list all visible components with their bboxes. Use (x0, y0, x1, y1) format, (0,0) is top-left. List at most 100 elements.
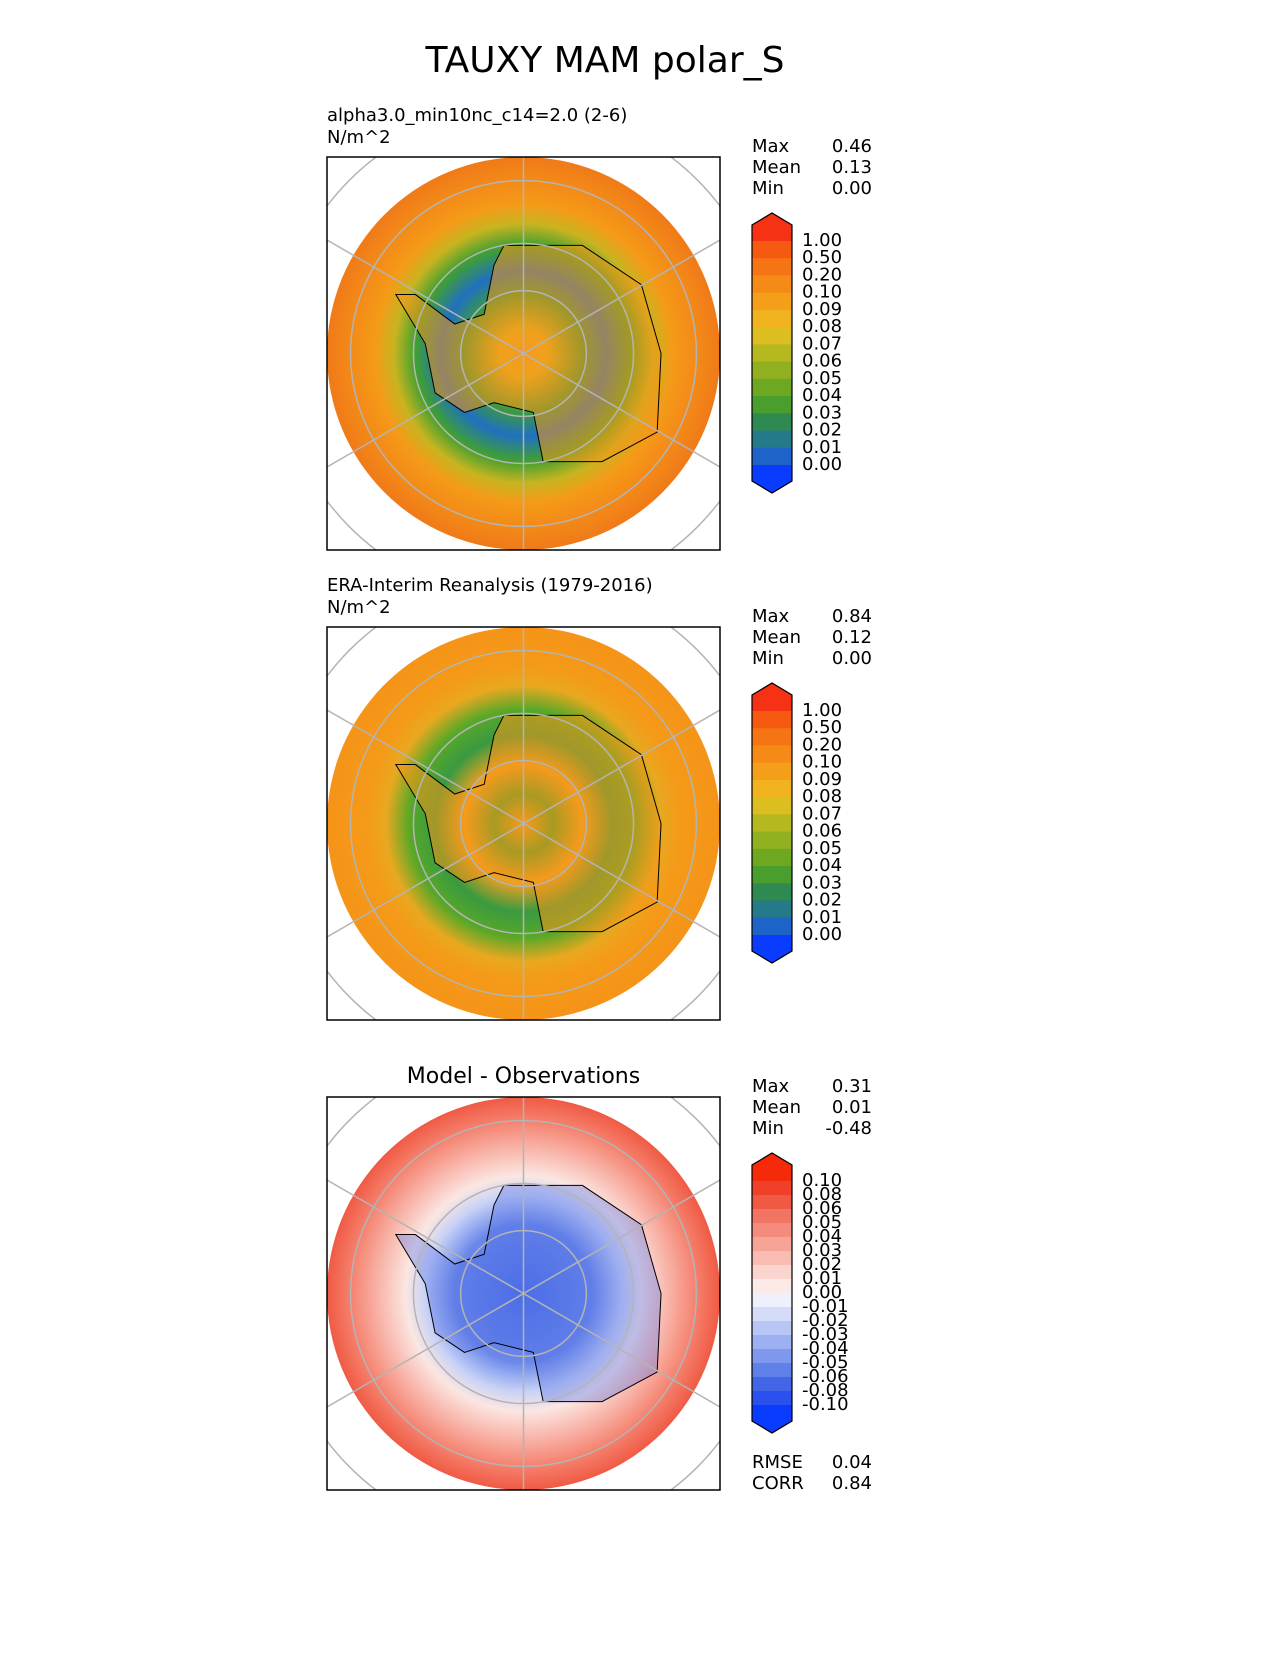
colorbar-band (752, 1279, 792, 1294)
map (327, 627, 720, 1020)
colorbar-label: -0.05 (802, 1352, 849, 1373)
colorbar-band (752, 1223, 792, 1238)
colorbar-band (752, 361, 792, 380)
colorbar-label: 0.03 (802, 402, 842, 423)
colorbar-label: -0.03 (802, 1324, 849, 1345)
map-frame (326, 626, 721, 1021)
stat-value: 0.01 (832, 1097, 872, 1118)
colorbar-label: 1.00 (802, 230, 842, 251)
colorbar-band (752, 1251, 792, 1266)
colorbar-extend (752, 683, 792, 711)
colorbar-extend (752, 1405, 792, 1433)
colorbar-band (752, 309, 792, 328)
colorbar-band (752, 1335, 792, 1350)
colorbar-label: -0.10 (802, 1394, 849, 1415)
colorbar-band (752, 1307, 792, 1322)
colorbar-extend (752, 213, 792, 241)
colorbar-band (752, 413, 792, 432)
colorbar-label: 0.10 (802, 282, 842, 303)
colorbar-band (752, 430, 792, 449)
graticule (327, 709, 720, 938)
colorbar-band (752, 241, 792, 259)
colorbar-label: 0.20 (802, 264, 842, 285)
colorbar-band (752, 275, 792, 294)
stat-label: Min (752, 1118, 784, 1139)
colorbar-label: 0.05 (802, 838, 842, 859)
colorbar-band (752, 883, 792, 902)
colorbar-band (752, 396, 792, 414)
colorbar-band (752, 1321, 792, 1336)
colorbar-band (752, 378, 792, 397)
colorbar-band (752, 745, 792, 764)
colorbar-label: 0.06 (802, 821, 842, 842)
colorbar-label: 0.07 (802, 803, 842, 824)
colorbar-label: 0.04 (802, 385, 842, 406)
colorbar-label: 0.06 (802, 351, 842, 372)
colorbar-label: 0.02 (802, 420, 842, 441)
stat-label: Min (752, 178, 784, 199)
colorbar-label: 0.02 (802, 1254, 842, 1275)
stat-value: 0.12 (832, 627, 872, 648)
colorbar-band (752, 447, 792, 466)
colorbar-band (752, 1237, 792, 1252)
colorbar-band (752, 344, 792, 363)
colorbar-band (752, 1209, 792, 1224)
colorbar-label: 0.04 (802, 855, 842, 876)
colorbar-band (752, 292, 792, 311)
colorbar-label: 0.08 (802, 786, 842, 807)
colorbar-band (752, 1349, 792, 1364)
colorbar-band (752, 327, 792, 345)
map-frame (326, 1096, 721, 1491)
colorbar-label: 0.02 (802, 890, 842, 911)
metric-label: RMSE (752, 1452, 803, 1473)
colorbar-label: -0.06 (802, 1366, 849, 1387)
colorbar-band (752, 831, 792, 850)
colorbar-extend (752, 1153, 792, 1181)
map (327, 1097, 720, 1490)
colorbar-label: 0.20 (802, 734, 842, 755)
graticule (327, 239, 720, 468)
colorbar-band (752, 900, 792, 919)
colorbar-label: -0.01 (802, 1296, 849, 1317)
colorbar-band (752, 814, 792, 833)
colorbar-band (752, 258, 792, 276)
colorbar-label: 0.01 (802, 1268, 842, 1289)
colorbar-band (752, 1377, 792, 1392)
stat-value: 0.00 (832, 648, 872, 669)
figure-title: TAUXY MAM polar_S (424, 40, 784, 81)
colorbar-label: 0.08 (802, 1184, 842, 1205)
colorbar-band (752, 1391, 792, 1406)
stat-value: 0.84 (832, 606, 872, 627)
stat-label: Max (752, 136, 790, 157)
stat-value: 0.13 (832, 157, 872, 178)
stat-label: Mean (752, 157, 801, 178)
colorbar-label: -0.04 (802, 1338, 849, 1359)
coastline (394, 1184, 662, 1403)
colorbar-band (752, 711, 792, 729)
colorbar-band (752, 1293, 792, 1308)
map-frame (326, 156, 721, 551)
metric-label: CORR (752, 1473, 804, 1494)
colorbar-label: 0.03 (802, 872, 842, 893)
colorbar-band (752, 866, 792, 884)
stat-label: Mean (752, 627, 801, 648)
colorbar-label: 0.00 (802, 1282, 842, 1303)
colorbar-label: 0.09 (802, 299, 842, 320)
coastline (394, 714, 662, 933)
panel-units: N/m^2 (327, 597, 391, 618)
map (327, 157, 720, 550)
stat-value: 0.31 (832, 1076, 872, 1097)
colorbar-extend (752, 465, 792, 493)
colorbar-outline (751, 1152, 793, 1434)
colorbar-band (752, 917, 792, 936)
colorbar-label: 0.05 (802, 1212, 842, 1233)
colorbar-label: -0.02 (802, 1310, 849, 1331)
colorbar-band (752, 728, 792, 746)
colorbar-label: 0.04 (802, 1226, 842, 1247)
colorbar-label: 0.07 (802, 333, 842, 354)
colorbar-label: 0.05 (802, 368, 842, 389)
colorbar-label: 1.00 (802, 700, 842, 721)
panel-title: Model - Observations (407, 1064, 640, 1089)
colorbar-label: 0.03 (802, 1240, 842, 1261)
